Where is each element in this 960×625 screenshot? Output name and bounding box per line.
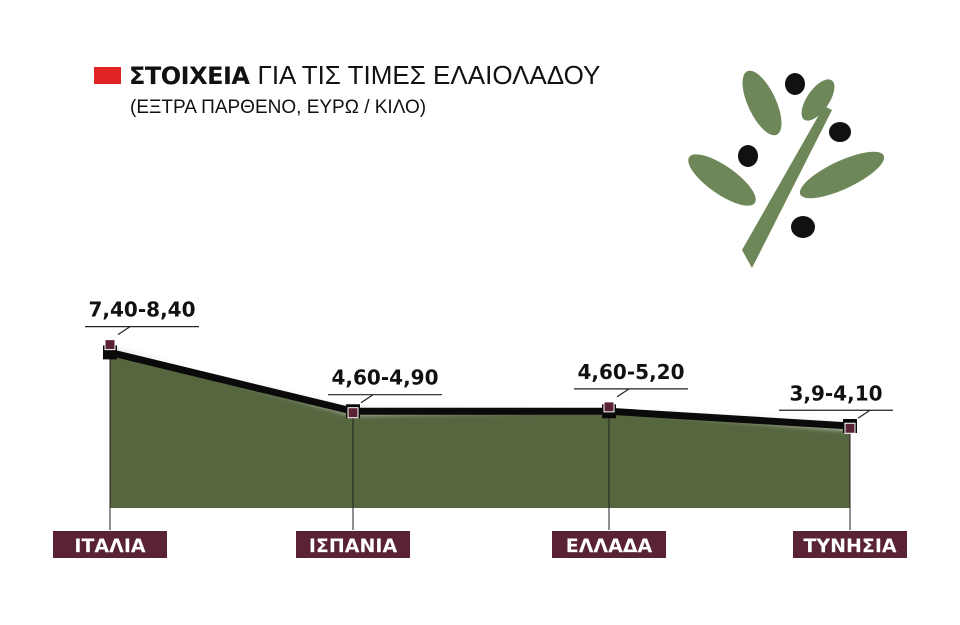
chart-title: ΣΤΟΙΧΕΙΑ ΓΙΑ ΤΙΣ ΤΙΜΕΣ ΕΛΑΙΟΛΑΔΟΥ (ΕΞΤΡΑ…: [94, 60, 600, 119]
leaf-left: [688, 154, 756, 206]
chart-subtitle: (ΕΞΤΡΑ ΠΑΡΘΕΝΟ, ΕΥΡΩ / ΚΙΛΟ): [130, 97, 427, 118]
leaf-top-right: [801, 79, 835, 121]
range-label: 3,9-4,10: [789, 381, 882, 405]
label-leader: [616, 388, 630, 398]
title-marker: [94, 67, 121, 84]
high-point-marker: [347, 407, 359, 419]
area-fill: [110, 352, 850, 508]
category-label: ΙΤΑΛΙΑ: [74, 535, 146, 557]
category-label-bg: [793, 531, 907, 558]
category-label-bg: [296, 531, 410, 558]
series-line-low: [109, 349, 851, 430]
olive-2: [829, 122, 851, 142]
high-point-marker: [603, 401, 615, 413]
olive-4: [791, 216, 815, 238]
category-label-bg: [53, 531, 167, 558]
title-bold: ΣΤΟΙΧΕΙΑ: [129, 61, 250, 90]
leaf-right: [799, 151, 885, 199]
high-point-marker: [104, 339, 116, 351]
branch-stem: [742, 106, 832, 268]
olive-branch-icon: [688, 70, 885, 268]
range-label: 4,60-4,90: [332, 366, 439, 390]
range-label: 4,60-5,20: [578, 360, 685, 384]
category-label: ΤΥΝΗΣΙΑ: [803, 535, 897, 557]
label-leader: [117, 326, 131, 336]
title-rest: ΓΙΑ ΤΙΣ ΤΙΜΕΣ ΕΛΑΙΟΛΑΔΟΥ: [257, 60, 601, 90]
category-label: ΕΛΛΑΔΑ: [566, 535, 653, 557]
label-leader: [360, 394, 374, 404]
high-point-marker: [844, 422, 856, 434]
range-label: 7,40-8,40: [89, 298, 196, 322]
label-leader: [857, 409, 871, 419]
category-label-bg: [552, 531, 666, 558]
olive-1: [785, 73, 805, 95]
olive-3: [738, 145, 758, 167]
category-label: ΙΣΠΑΝΙΑ: [309, 535, 398, 557]
leaf-top: [742, 70, 782, 136]
